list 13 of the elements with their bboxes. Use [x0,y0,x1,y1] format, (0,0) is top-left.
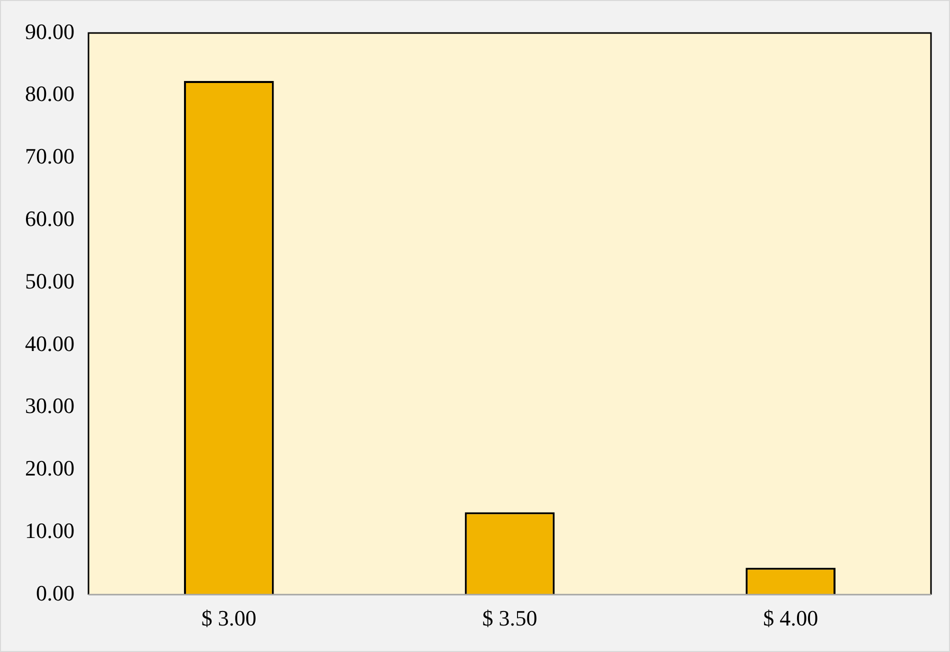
y-tick-label: 20.00 [25,456,74,481]
y-tick-label: 0.00 [36,580,74,606]
x-tick-label: $ 3.50 [482,606,538,631]
x-tick-label: $ 4.00 [763,606,818,631]
y-tick-label: 70.00 [25,144,74,169]
y-tick-label: 40.00 [25,330,74,356]
y-tick-label: 60.00 [25,206,74,231]
x-tick-label: $ 3.00 [201,606,256,631]
y-tick-label: 10.00 [25,518,74,543]
y-tick-label: 90.00 [25,18,74,44]
y-tick-label: 50.00 [25,268,74,294]
y-tick-label: 30.00 [25,393,74,418]
y-tick-label: 80.00 [25,81,74,106]
